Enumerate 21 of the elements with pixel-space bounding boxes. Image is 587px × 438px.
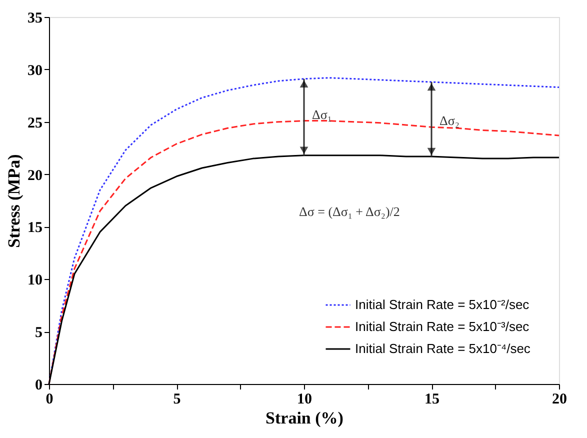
legend-label: Initial Strain Rate = 5x10⁻⁴/sec <box>355 341 531 356</box>
y-tick-label: 5 <box>35 325 42 342</box>
annotation: Δσ₂ <box>440 113 460 128</box>
y-tick-label: 20 <box>28 168 42 184</box>
y-tick-label: 30 <box>28 62 42 79</box>
x-tick-label: 20 <box>552 392 567 408</box>
y-tick-label: 25 <box>28 115 42 132</box>
y-tick-label: 15 <box>28 220 42 236</box>
y-tick-label: 10 <box>28 272 42 289</box>
x-tick-label: 5 <box>173 392 181 408</box>
legend-label: Initial Strain Rate = 5x10⁻³/sec <box>355 319 530 334</box>
x-tick-label: 10 <box>297 392 312 408</box>
legend-label: Initial Strain Rate = 5x10⁻²/sec <box>355 297 530 312</box>
x-tick-label: 15 <box>424 392 440 408</box>
x-axis-title: Strain (%) <box>266 408 344 428</box>
y-tick-label: 35 <box>28 10 42 26</box>
y-tick-label: 0 <box>35 378 42 394</box>
x-tick-label: 0 <box>46 392 54 408</box>
annotation: Δσ = (Δσ₁ + Δσ₂)/2 <box>299 204 400 219</box>
annotation: Δσ₁ <box>312 106 332 122</box>
y-axis-title: Stress (MPa) <box>4 154 24 248</box>
